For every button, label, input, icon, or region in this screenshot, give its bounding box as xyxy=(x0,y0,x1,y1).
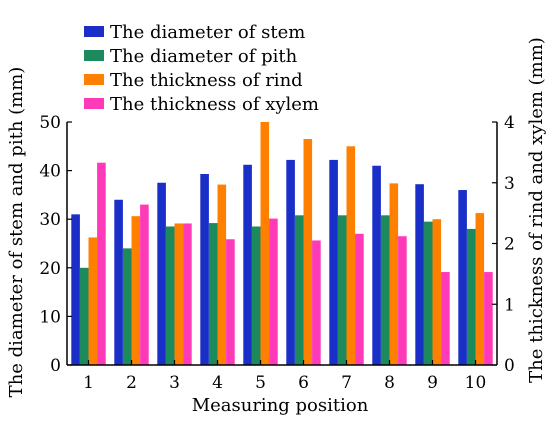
legend-label-3: The thickness of rind xyxy=(110,70,303,91)
bar-s3-c8 xyxy=(389,183,399,365)
y-left-tick-label: 50 xyxy=(39,113,61,133)
legend-label-1: The diameter of stem xyxy=(110,22,305,43)
y-left-tick-label: 40 xyxy=(39,162,61,182)
bar-s1-c5 xyxy=(243,164,252,365)
x-tick-label: 10 xyxy=(465,373,487,393)
y-right-tick-label: 1 xyxy=(504,295,515,315)
bar-s4-c5 xyxy=(269,218,278,365)
bar-s2-c10 xyxy=(466,228,476,365)
legend-swatch-1 xyxy=(84,26,104,37)
y-axis-right-label: The thickness of rind and xylem (mm) xyxy=(526,37,547,383)
bar-s1-c8 xyxy=(372,165,381,365)
y-left-tick-label: 10 xyxy=(39,307,61,327)
bar-s4-c6 xyxy=(312,240,321,365)
bar-s1-c6 xyxy=(286,159,295,365)
x-tick-label: 5 xyxy=(255,373,266,393)
bar-s4-c7 xyxy=(355,233,364,365)
legend: The diameter of stem The diameter of pith… xyxy=(84,22,319,115)
x-tick-label: 8 xyxy=(384,373,395,393)
axes-layer xyxy=(66,121,498,366)
y-right-tick-label: 2 xyxy=(504,235,515,255)
bar-s3-c2 xyxy=(131,216,141,365)
bar-s2-c5 xyxy=(251,226,261,365)
bar-s2-c6 xyxy=(294,215,304,365)
y-left-tick-label: 0 xyxy=(50,356,61,376)
x-tick-label: 1 xyxy=(83,373,94,393)
x-tick-label: 2 xyxy=(126,373,137,393)
y-axis-left-label: The diameter of stem and pith (mm) xyxy=(6,67,27,398)
tick-labels-layer: 0 10 20 30 40 50 0 1 2 3 4 1 2 3 4 5 6 7 8 9 10 xyxy=(39,113,514,393)
bar-s2-c2 xyxy=(122,248,132,365)
bar-s2-c3 xyxy=(165,226,175,365)
bar-s2-c7 xyxy=(337,215,347,365)
bar-s3-c10 xyxy=(475,213,485,366)
y-left-tick-label: 30 xyxy=(39,210,61,230)
legend-swatch-4 xyxy=(84,98,104,109)
bar-s1-c10 xyxy=(458,190,467,365)
x-tick-label: 4 xyxy=(212,373,223,393)
bar-s1-c7 xyxy=(329,159,338,365)
bar-s3-c5 xyxy=(260,122,270,365)
bar-s4-c3 xyxy=(183,223,192,365)
y-right-tick-label: 0 xyxy=(504,356,515,376)
legend-label-2: The diameter of pith xyxy=(110,46,298,67)
bars-layer xyxy=(71,122,493,366)
bar-s3-c4 xyxy=(217,184,227,365)
x-tick-label: 3 xyxy=(169,373,180,393)
bar-s1-c1 xyxy=(71,214,80,365)
bar-s4-c2 xyxy=(140,204,149,365)
bar-s3-c3 xyxy=(174,223,184,365)
legend-swatch-2 xyxy=(84,50,104,61)
legend-label-4: The thickness of xylem xyxy=(110,94,319,115)
bar-s3-c6 xyxy=(303,139,313,365)
bar-s3-c9 xyxy=(432,219,442,365)
bar-s4-c9 xyxy=(441,272,450,365)
bar-s2-c4 xyxy=(208,223,218,365)
bar-s3-c1 xyxy=(88,237,98,365)
bar-s4-c4 xyxy=(226,239,235,365)
bar-s2-c9 xyxy=(423,221,433,365)
bar-s1-c9 xyxy=(415,184,424,365)
bar-s2-c1 xyxy=(79,267,89,365)
bar-s4-c8 xyxy=(398,236,407,365)
y-left-tick-label: 20 xyxy=(39,259,61,279)
bar-s4-c1 xyxy=(97,162,106,365)
bar-s3-c7 xyxy=(346,146,356,365)
y-right-tick-label: 4 xyxy=(504,113,515,133)
bar-s1-c2 xyxy=(114,199,123,365)
x-tick-label: 6 xyxy=(298,373,309,393)
bar-s4-c10 xyxy=(484,272,493,365)
x-tick-label: 9 xyxy=(427,373,438,393)
x-tick-label: 7 xyxy=(341,373,352,393)
bar-s1-c4 xyxy=(200,174,209,365)
x-axis-label: Measuring position xyxy=(192,395,369,416)
bar-s2-c8 xyxy=(380,215,390,365)
bar-s1-c3 xyxy=(157,182,166,365)
y-right-tick-label: 3 xyxy=(504,174,515,194)
legend-swatch-3 xyxy=(84,74,104,85)
